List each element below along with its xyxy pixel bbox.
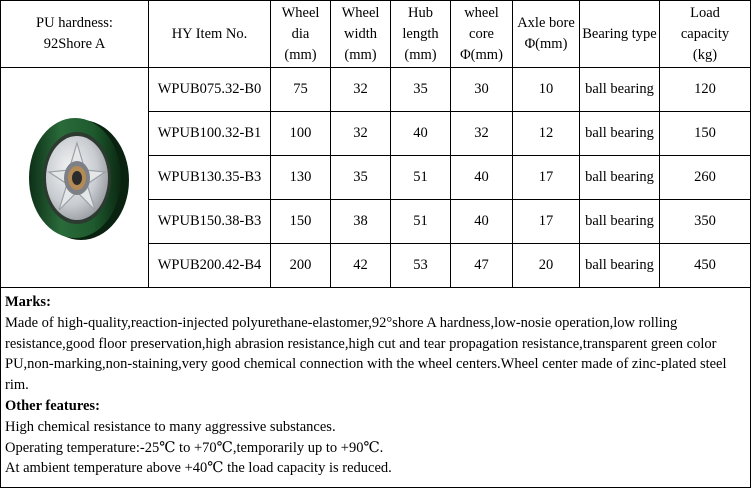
axle-bore: 20 [512, 243, 580, 288]
feature-line: At ambient temperature above +40℃ the lo… [5, 460, 392, 477]
other-features-heading: Other features: [5, 397, 100, 414]
load-capacity: 260 [659, 155, 751, 200]
item-no: WPUB130.35-B3 [148, 155, 271, 200]
axle-bore: 12 [512, 111, 580, 156]
wheel-image-cell [0, 67, 149, 288]
pu-wheel-image [28, 117, 129, 240]
wheel-dia: 150 [270, 199, 331, 244]
wheel-width: 32 [330, 111, 391, 156]
header-pu-hardness: PU hardness: 92Shore A [0, 0, 149, 68]
spec-table: PU hardness: 92Shore A HY Item No. Wheel… [0, 0, 751, 288]
header-axle-bore: Axle bore Φ(mm) [512, 0, 580, 68]
axle-bore: 17 [512, 199, 580, 244]
feature-line: High chemical resistance to many aggress… [5, 418, 336, 435]
item-no: WPUB075.32-B0 [148, 67, 271, 112]
axle-bore: 10 [512, 67, 580, 112]
wheel-width: 42 [330, 243, 391, 288]
wheel-width: 38 [330, 199, 391, 244]
item-no: WPUB100.32-B1 [148, 111, 271, 156]
wheel-dia: 130 [270, 155, 331, 200]
notes-section: Marks: Made of high-quality,reaction-inj… [0, 288, 751, 488]
bearing-type: ball bearing [579, 199, 660, 244]
load-capacity: 120 [659, 67, 751, 112]
bearing-type: ball bearing [579, 155, 660, 200]
wheel-core: 47 [450, 243, 513, 288]
table-row: WPUB150.38-B3 150 38 51 40 17 ball beari… [1, 199, 751, 244]
wheel-core: 40 [450, 155, 513, 200]
wheel-dia: 200 [270, 243, 331, 288]
wheel-width: 32 [330, 67, 391, 112]
load-capacity: 150 [659, 111, 751, 156]
wheel-core: 32 [450, 111, 513, 156]
hub-length: 40 [390, 111, 451, 156]
item-no: WPUB200.42-B4 [148, 243, 271, 288]
hub-length: 53 [390, 243, 451, 288]
wheel-core: 40 [450, 199, 513, 244]
wheel-core: 30 [450, 67, 513, 112]
axle-bore: 17 [512, 155, 580, 200]
header-wheel-core: wheel core Φ(mm) [450, 0, 513, 68]
table-row: WPUB200.42-B4 200 42 53 47 20 ball beari… [1, 243, 751, 288]
item-no: WPUB150.38-B3 [148, 199, 271, 244]
wheel-dia: 75 [270, 67, 331, 112]
marks-text: Made of high-quality,reaction-injected p… [5, 314, 727, 394]
header-load-capacity: Load capacity (kg) [659, 0, 751, 68]
header-hub-length: Hub length (mm) [390, 0, 451, 68]
feature-line: Operating temperature:-25℃ to +70℃,tempo… [5, 439, 384, 456]
header-wheel-width: Wheel width (mm) [330, 0, 391, 68]
bearing-type: ball bearing [579, 111, 660, 156]
bearing-type: ball bearing [579, 243, 660, 288]
header-bearing-type: Bearing type [579, 0, 660, 68]
load-capacity: 450 [659, 243, 751, 288]
load-capacity: 350 [659, 199, 751, 244]
table-header-row: PU hardness: 92Shore A HY Item No. Wheel… [0, 0, 751, 68]
hub-length: 51 [390, 199, 451, 244]
header-item-no: HY Item No. [148, 0, 271, 68]
hub-length: 35 [390, 67, 451, 112]
bearing-type: ball bearing [579, 67, 660, 112]
marks-heading: Marks: [5, 294, 51, 310]
hub-length: 51 [390, 155, 451, 200]
header-wheel-dia: Wheel dia (mm) [270, 0, 331, 68]
wheel-dia: 100 [270, 111, 331, 156]
wheel-width: 35 [330, 155, 391, 200]
table-row: WPUB075.32-B0 75 32 35 30 10 ball bearin… [0, 67, 751, 288]
